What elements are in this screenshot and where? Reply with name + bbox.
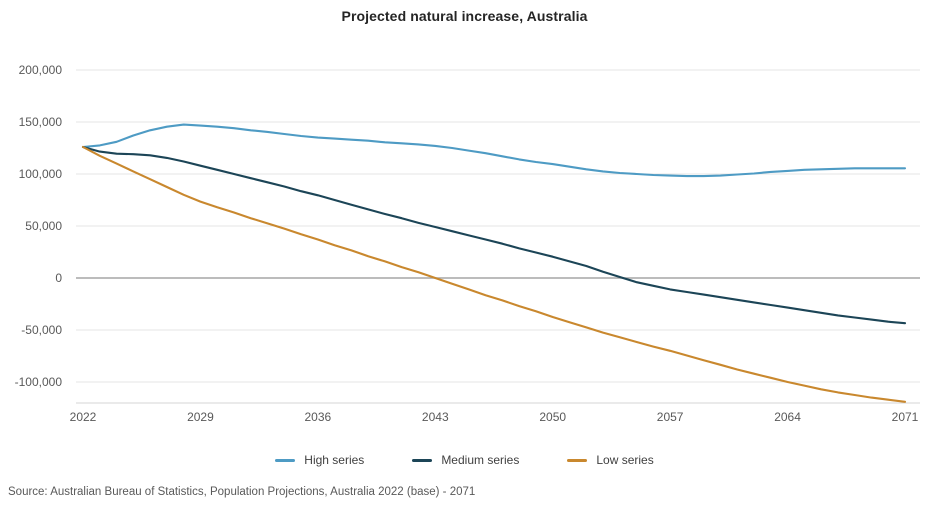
legend-item-medium-series: Medium series [412,453,519,467]
x-tick-label: 2043 [421,410,449,424]
y-tick-label: 150,000 [18,114,62,129]
y-tick-label: -100,000 [14,374,62,389]
x-tick-label: 2029 [187,410,214,424]
legend-label: High series [304,453,365,467]
x-tick-label: 2071 [891,410,919,424]
legend-label: Medium series [441,453,520,467]
legend-line-icon [275,458,296,462]
x-tick-label: 2036 [304,410,332,424]
source-note: Source: Australian Bureau of Statistics,… [8,486,476,498]
series-line-low-series [81,145,907,403]
x-tick-label: 2064 [774,410,801,424]
x-tick-label: 2050 [539,410,567,424]
legend-label: Low series [596,453,654,467]
y-tick-label: 200,000 [18,62,62,77]
legend-item-high-series: High series [275,453,364,467]
y-tick-label: -50,000 [21,322,62,337]
legend-line-icon [567,458,588,462]
y-tick-label: 50,000 [25,218,62,233]
x-tick-label: 2022 [69,410,97,424]
x-tick-label: 2057 [656,410,684,424]
chart-legend: High series Medium series Low series [0,451,929,469]
legend-line-icon [412,458,433,462]
y-tick-label: 0 [55,270,62,285]
series-line-high-series [81,123,907,178]
series-line-medium-series [81,145,907,325]
legend-item-low-series: Low series [567,453,654,467]
chart-title: Projected natural increase, Australia [341,8,588,24]
y-tick-label: 100,000 [18,166,62,181]
